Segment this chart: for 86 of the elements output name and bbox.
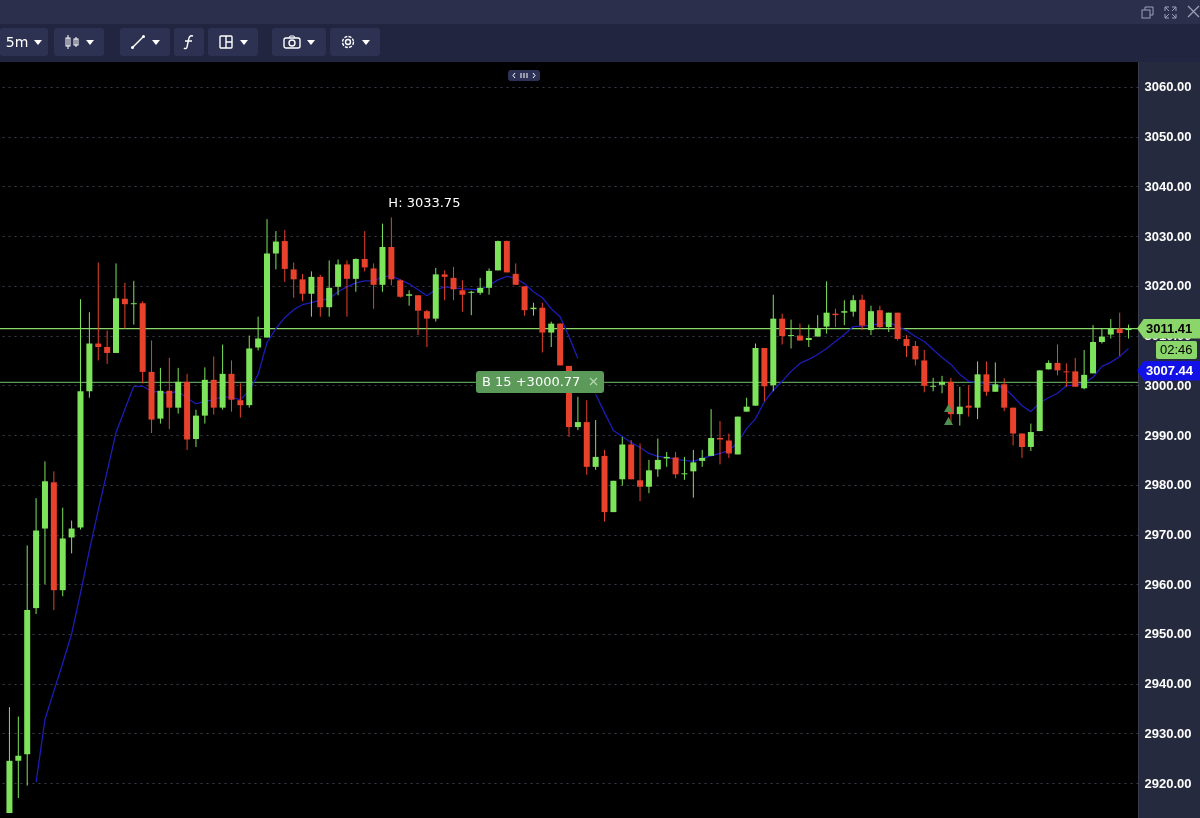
y-tick-label: 2960.00 <box>1144 576 1192 592</box>
candlestick <box>406 289 413 307</box>
candlestick <box>690 449 697 499</box>
candlestick <box>192 409 199 448</box>
candlestick <box>486 267 493 296</box>
candlestick <box>965 384 972 418</box>
candlestick <box>716 420 723 465</box>
candlestick <box>725 433 732 459</box>
candlestick <box>796 323 803 342</box>
candlestick <box>1098 327 1105 345</box>
candlestick <box>415 294 422 336</box>
candlestick <box>1001 377 1008 412</box>
candlestick <box>272 230 279 270</box>
ref-line-label: B 15 +3000.77 <box>476 371 605 394</box>
candlestick <box>237 382 244 419</box>
candlestick <box>468 290 475 316</box>
y-tick-label: 3060.00 <box>1144 79 1192 95</box>
y-tick-label: 3030.00 <box>1144 228 1192 244</box>
candlestick <box>130 280 137 326</box>
candlestick <box>166 357 173 430</box>
candlestick <box>121 282 128 330</box>
candlestick <box>521 285 528 317</box>
candlestick <box>423 309 430 348</box>
candlestick <box>450 266 457 301</box>
text: 3007.44 <box>1146 362 1193 378</box>
candlestick <box>823 280 830 335</box>
candlestick <box>992 361 999 393</box>
candlestick <box>397 278 404 299</box>
candlestick <box>903 334 910 358</box>
candlestick <box>912 340 919 366</box>
y-tick-label: 2980.00 <box>1144 477 1192 493</box>
candlestick <box>814 314 821 338</box>
candlestick <box>1054 344 1061 376</box>
candlestick <box>308 270 315 318</box>
candlestick <box>1107 318 1114 340</box>
candlestick <box>441 269 448 301</box>
candlestick <box>352 257 359 293</box>
candlestick <box>299 273 306 302</box>
candlestick <box>805 324 812 348</box>
y-tick-label: 3040.00 <box>1144 178 1192 194</box>
candlestick <box>876 305 883 330</box>
candlestick <box>867 305 874 336</box>
candlestick <box>574 396 581 431</box>
y-tick-label: 3000.00 <box>1144 377 1192 393</box>
candlestick <box>370 262 377 310</box>
candlestick <box>592 419 599 471</box>
candlestick <box>548 321 555 348</box>
candlestick <box>983 360 990 397</box>
candlestick <box>1063 362 1070 388</box>
candlestick <box>672 451 679 479</box>
y-tick-label: 3050.00 <box>1144 129 1192 145</box>
candlestick <box>779 313 786 346</box>
text: 02:46 <box>1156 340 1197 359</box>
candlestick <box>708 408 715 457</box>
candlestick <box>343 259 350 318</box>
y-tick-label: 2990.00 <box>1144 427 1192 443</box>
candlestick <box>1081 349 1088 390</box>
candlestick <box>654 438 661 478</box>
candlestick <box>1072 357 1079 388</box>
candlestick <box>459 279 466 313</box>
candlestick <box>788 319 795 349</box>
candlestick <box>290 261 297 299</box>
candlestick <box>637 442 644 502</box>
candlestick <box>1018 433 1025 459</box>
text: 5m <box>5 34 29 50</box>
candlestick <box>361 230 368 272</box>
candlestick <box>645 459 652 494</box>
y-tick-label: 2950.00 <box>1144 626 1192 642</box>
y-tick-label: 2920.00 <box>1144 775 1192 791</box>
candlestick <box>681 456 688 481</box>
candlestick <box>1027 423 1034 452</box>
candlestick <box>15 716 22 799</box>
y-tick-label: 3020.00 <box>1144 278 1192 294</box>
candlestick <box>850 294 857 318</box>
y-tick-label: 2970.00 <box>1144 527 1192 542</box>
candlestick <box>841 299 848 326</box>
candlestick <box>335 258 342 296</box>
candlestick <box>939 375 946 394</box>
y-tick-label: 2940.00 <box>1144 676 1192 692</box>
candlestick <box>930 377 937 392</box>
candlestick <box>326 259 333 318</box>
annotation: H: 3033.75 <box>388 195 461 211</box>
y-tick-label: 2930.00 <box>1144 725 1192 741</box>
candlestick <box>512 262 519 286</box>
candlestick <box>956 386 963 427</box>
candlestick <box>104 330 111 365</box>
